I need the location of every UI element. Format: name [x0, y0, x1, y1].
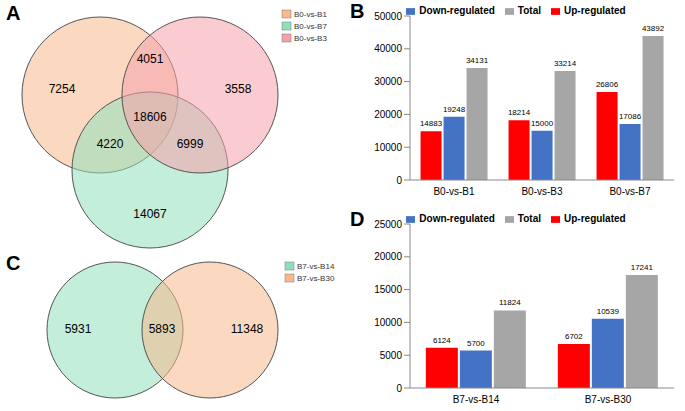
svg-text:40000: 40000: [374, 43, 402, 54]
svg-text:14883: 14883: [420, 119, 443, 128]
svg-text:5000: 5000: [380, 350, 403, 361]
svg-text:B0-vs-B3: B0-vs-B3: [521, 186, 563, 197]
svg-text:18606: 18606: [133, 110, 167, 124]
svg-text:6702: 6702: [565, 332, 583, 341]
svg-text:26806: 26806: [596, 80, 619, 89]
svg-text:B0-vs-B7: B0-vs-B7: [294, 22, 327, 31]
html-text:Total: Total: [517, 213, 541, 224]
svg-text:19248: 19248: [443, 105, 466, 114]
svg-text:B0-vs-B1: B0-vs-B1: [294, 10, 327, 19]
svg-text:25000: 25000: [374, 219, 402, 230]
svg-text:10000: 10000: [374, 142, 402, 153]
svg-text:B0-vs-B7: B0-vs-B7: [609, 186, 651, 197]
svg-text:0: 0: [396, 175, 402, 186]
svg-text:15000: 15000: [531, 119, 554, 128]
svg-text:15000: 15000: [374, 284, 402, 295]
svg-text:5931: 5931: [65, 322, 92, 336]
svg-text:5700: 5700: [467, 339, 485, 348]
svg-text:4220: 4220: [97, 137, 124, 151]
svg-text:A: A: [8, 2, 20, 24]
svg-text:B7-vs-B30: B7-vs-B30: [585, 394, 632, 405]
svg-text:B0-vs-B1: B0-vs-B1: [433, 186, 475, 197]
html-text:Down-regulated: Down-regulated: [419, 5, 495, 16]
svg-text:B7-vs-B30: B7-vs-B30: [297, 274, 335, 283]
html-text:Up-regulated: Up-regulated: [564, 213, 626, 224]
svg-text:10000: 10000: [374, 317, 402, 328]
svg-text:50000: 50000: [374, 11, 402, 22]
svg-text:B0-vs-B3: B0-vs-B3: [294, 34, 327, 43]
svg-text:5893: 5893: [149, 322, 176, 336]
svg-text:43892: 43892: [642, 24, 665, 33]
svg-text:4051: 4051: [137, 52, 164, 66]
html-text:Total: Total: [517, 5, 541, 16]
html-text:Down-regulated: Down-regulated: [419, 213, 495, 224]
svg-text:20000: 20000: [374, 251, 402, 262]
svg-text:6999: 6999: [177, 137, 204, 151]
svg-text:11824: 11824: [499, 298, 521, 307]
svg-text:C: C: [8, 252, 20, 274]
svg-text:B7-vs-B14: B7-vs-B14: [453, 394, 500, 405]
html-text:D: D: [350, 208, 365, 230]
svg-text:33214: 33214: [554, 59, 577, 68]
html-text:B: B: [350, 0, 365, 22]
svg-text:11348: 11348: [231, 322, 264, 336]
svg-text:3558: 3558: [225, 82, 252, 96]
svg-text:17086: 17086: [619, 112, 642, 121]
svg-text:B7-vs-B14: B7-vs-B14: [297, 262, 335, 271]
svg-text:14067: 14067: [133, 207, 167, 221]
svg-text:18214: 18214: [508, 108, 531, 117]
svg-text:7254: 7254: [49, 82, 76, 96]
html-text:Up-regulated: Up-regulated: [564, 5, 626, 16]
svg-text:17241: 17241: [631, 263, 654, 272]
svg-text:0: 0: [396, 383, 402, 394]
svg-text:34131: 34131: [466, 56, 489, 65]
svg-text:30000: 30000: [374, 76, 402, 87]
svg-text:10539: 10539: [597, 307, 620, 316]
svg-text:20000: 20000: [374, 109, 402, 120]
svg-text:6124: 6124: [433, 336, 451, 345]
